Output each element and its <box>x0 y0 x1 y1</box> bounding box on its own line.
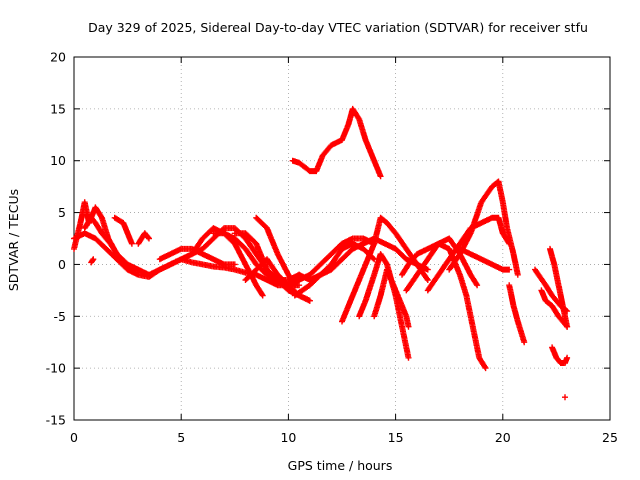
series-track-d <box>88 256 97 266</box>
series-marks-track-x <box>456 245 513 273</box>
y-tick-label: 10 <box>50 153 66 168</box>
y-tick-label: 0 <box>58 257 66 272</box>
series-track-f <box>135 230 152 247</box>
series-track-t <box>399 240 489 372</box>
series-marks-track-l <box>253 214 298 289</box>
series-track-p <box>289 105 384 180</box>
y-tick-label: 20 <box>50 50 66 65</box>
series-marks-track-ac <box>549 344 571 366</box>
series-marks-track-c <box>81 214 127 268</box>
x-axis-label: GPS time / hours <box>288 458 393 473</box>
y-tick-label: 15 <box>50 101 66 116</box>
data-points <box>71 105 571 401</box>
x-tick-label: 10 <box>280 430 296 445</box>
x-tick-label: 25 <box>602 430 618 445</box>
chart-title: Day 329 of 2025, Sidereal Day-to-day VTE… <box>88 20 588 35</box>
y-tick-label: 5 <box>58 205 66 220</box>
series-marks-track-ad <box>562 394 568 401</box>
series-track-m <box>285 235 378 289</box>
series-track-ab <box>547 245 571 330</box>
series-track-c <box>81 214 127 268</box>
series-marks-track-e <box>111 214 135 247</box>
series-marks-track-q <box>339 214 431 325</box>
series-track-s <box>371 266 412 330</box>
series-track-y <box>506 282 528 346</box>
series-marks-track-y <box>506 282 528 346</box>
x-tick-label: 20 <box>495 430 511 445</box>
y-tick-label: -5 <box>54 309 66 324</box>
series-marks-track-j <box>242 256 313 304</box>
axis-ticks: 0 5 10 15 20 25 -15 -10 -5 0 5 10 15 20 <box>46 50 618 446</box>
series-marks-track-d <box>88 256 97 266</box>
y-axis-label: SDTVAR / TECUs <box>6 189 21 291</box>
series-marks-track-m <box>285 235 378 289</box>
series-track-q <box>339 214 431 325</box>
series-track-j <box>242 256 313 304</box>
series-marks-track-s <box>371 266 412 330</box>
series-track-x <box>456 245 513 273</box>
series-track-k <box>231 230 277 283</box>
x-tick-label: 5 <box>177 430 185 445</box>
series-marks-track-t <box>399 240 489 372</box>
series-marks-track-k <box>231 230 277 283</box>
series-track-ad <box>562 394 568 401</box>
x-tick-label: 0 <box>70 430 78 445</box>
series-track-ac <box>549 344 571 366</box>
series-marks-track-ab <box>547 245 571 330</box>
y-tick-label: -15 <box>46 413 66 428</box>
series-track-e <box>111 214 135 247</box>
y-tick-label: -10 <box>46 361 66 376</box>
series-marks-track-f <box>135 230 152 247</box>
series-track-l <box>253 214 298 289</box>
x-tick-label: 15 <box>388 430 404 445</box>
series-marks-track-p <box>289 105 384 180</box>
